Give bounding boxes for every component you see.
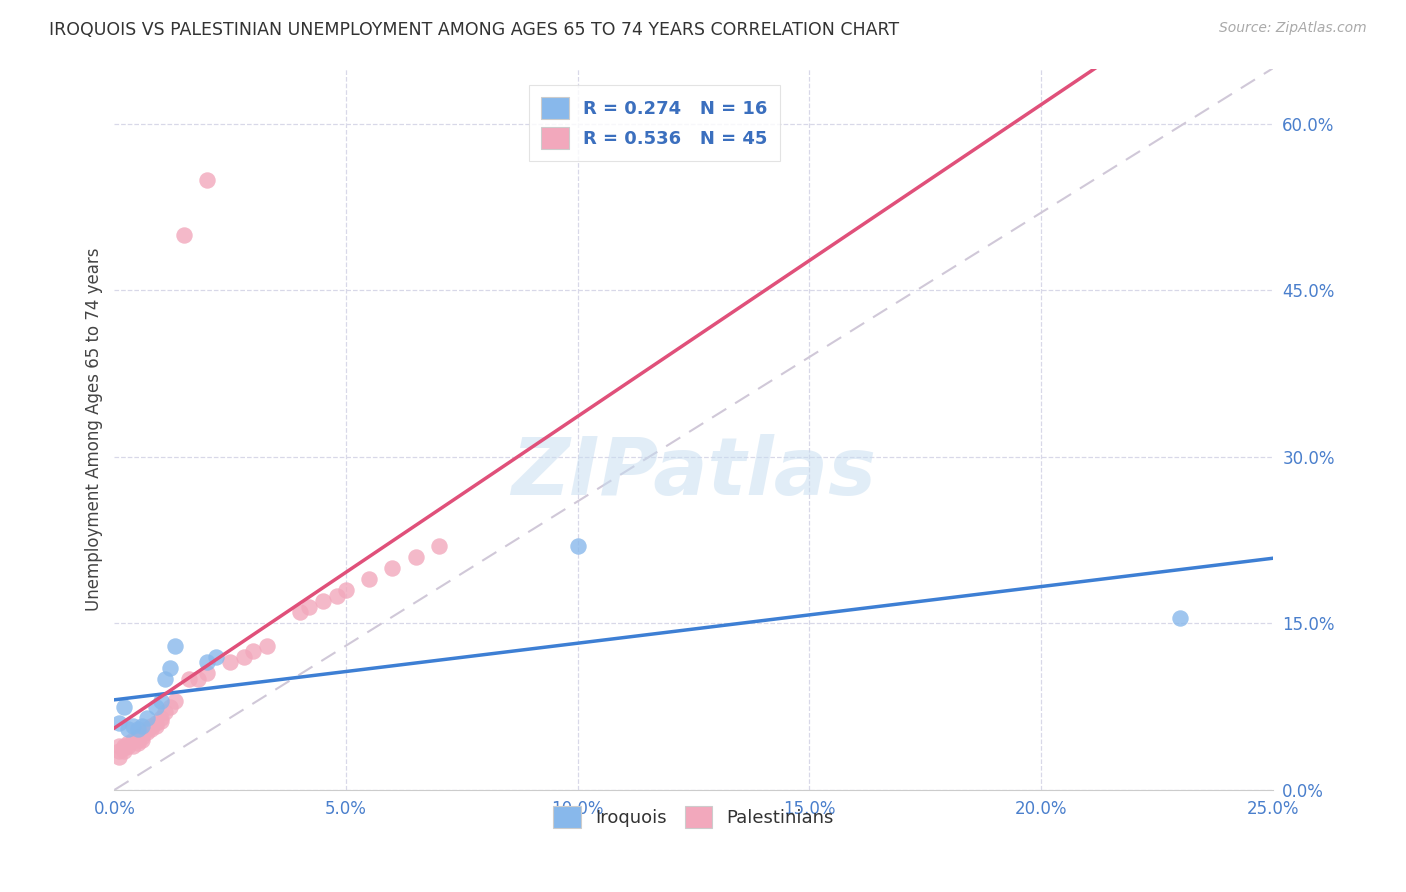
Y-axis label: Unemployment Among Ages 65 to 74 years: Unemployment Among Ages 65 to 74 years	[86, 247, 103, 611]
Point	[127, 730, 149, 744]
Point	[149, 694, 172, 708]
Point	[135, 722, 157, 736]
Point	[149, 711, 172, 725]
Point	[205, 649, 228, 664]
Point	[427, 539, 450, 553]
Point	[145, 699, 167, 714]
Point	[131, 730, 153, 744]
Legend: Iroquois, Palestinians: Iroquois, Palestinians	[546, 798, 841, 835]
Point	[112, 740, 135, 755]
Point	[405, 549, 427, 564]
Point	[1168, 611, 1191, 625]
Point	[131, 727, 153, 741]
Text: ZIPatlas: ZIPatlas	[510, 434, 876, 511]
Point	[112, 699, 135, 714]
Point	[298, 599, 321, 614]
Point	[141, 722, 163, 736]
Point	[108, 744, 131, 758]
Point	[159, 699, 181, 714]
Point	[131, 733, 153, 747]
Point	[567, 539, 589, 553]
Point	[326, 589, 349, 603]
Point	[122, 733, 145, 747]
Point	[233, 649, 256, 664]
Point	[219, 655, 242, 669]
Point	[122, 739, 145, 753]
Point	[149, 714, 172, 728]
Point	[312, 594, 335, 608]
Point	[288, 605, 311, 619]
Point	[242, 644, 264, 658]
Point	[127, 736, 149, 750]
Point	[145, 718, 167, 732]
Point	[117, 739, 139, 753]
Point	[155, 672, 177, 686]
Point	[177, 672, 200, 686]
Point	[131, 718, 153, 732]
Point	[195, 666, 218, 681]
Point	[256, 639, 278, 653]
Point	[122, 718, 145, 732]
Point	[195, 172, 218, 186]
Point	[108, 739, 131, 753]
Text: Source: ZipAtlas.com: Source: ZipAtlas.com	[1219, 21, 1367, 36]
Point	[117, 722, 139, 736]
Point	[163, 639, 186, 653]
Point	[159, 661, 181, 675]
Point	[359, 572, 381, 586]
Point	[135, 711, 157, 725]
Text: IROQUOIS VS PALESTINIAN UNEMPLOYMENT AMONG AGES 65 TO 74 YEARS CORRELATION CHART: IROQUOIS VS PALESTINIAN UNEMPLOYMENT AMO…	[49, 21, 900, 39]
Point	[335, 583, 357, 598]
Point	[108, 716, 131, 731]
Point	[127, 722, 149, 736]
Point	[112, 744, 135, 758]
Point	[117, 736, 139, 750]
Point	[155, 705, 177, 719]
Point	[173, 227, 195, 242]
Point	[127, 733, 149, 747]
Point	[187, 672, 209, 686]
Point	[112, 739, 135, 753]
Point	[141, 718, 163, 732]
Point	[135, 725, 157, 739]
Point	[163, 694, 186, 708]
Point	[108, 749, 131, 764]
Point	[145, 716, 167, 731]
Point	[381, 561, 404, 575]
Point	[195, 655, 218, 669]
